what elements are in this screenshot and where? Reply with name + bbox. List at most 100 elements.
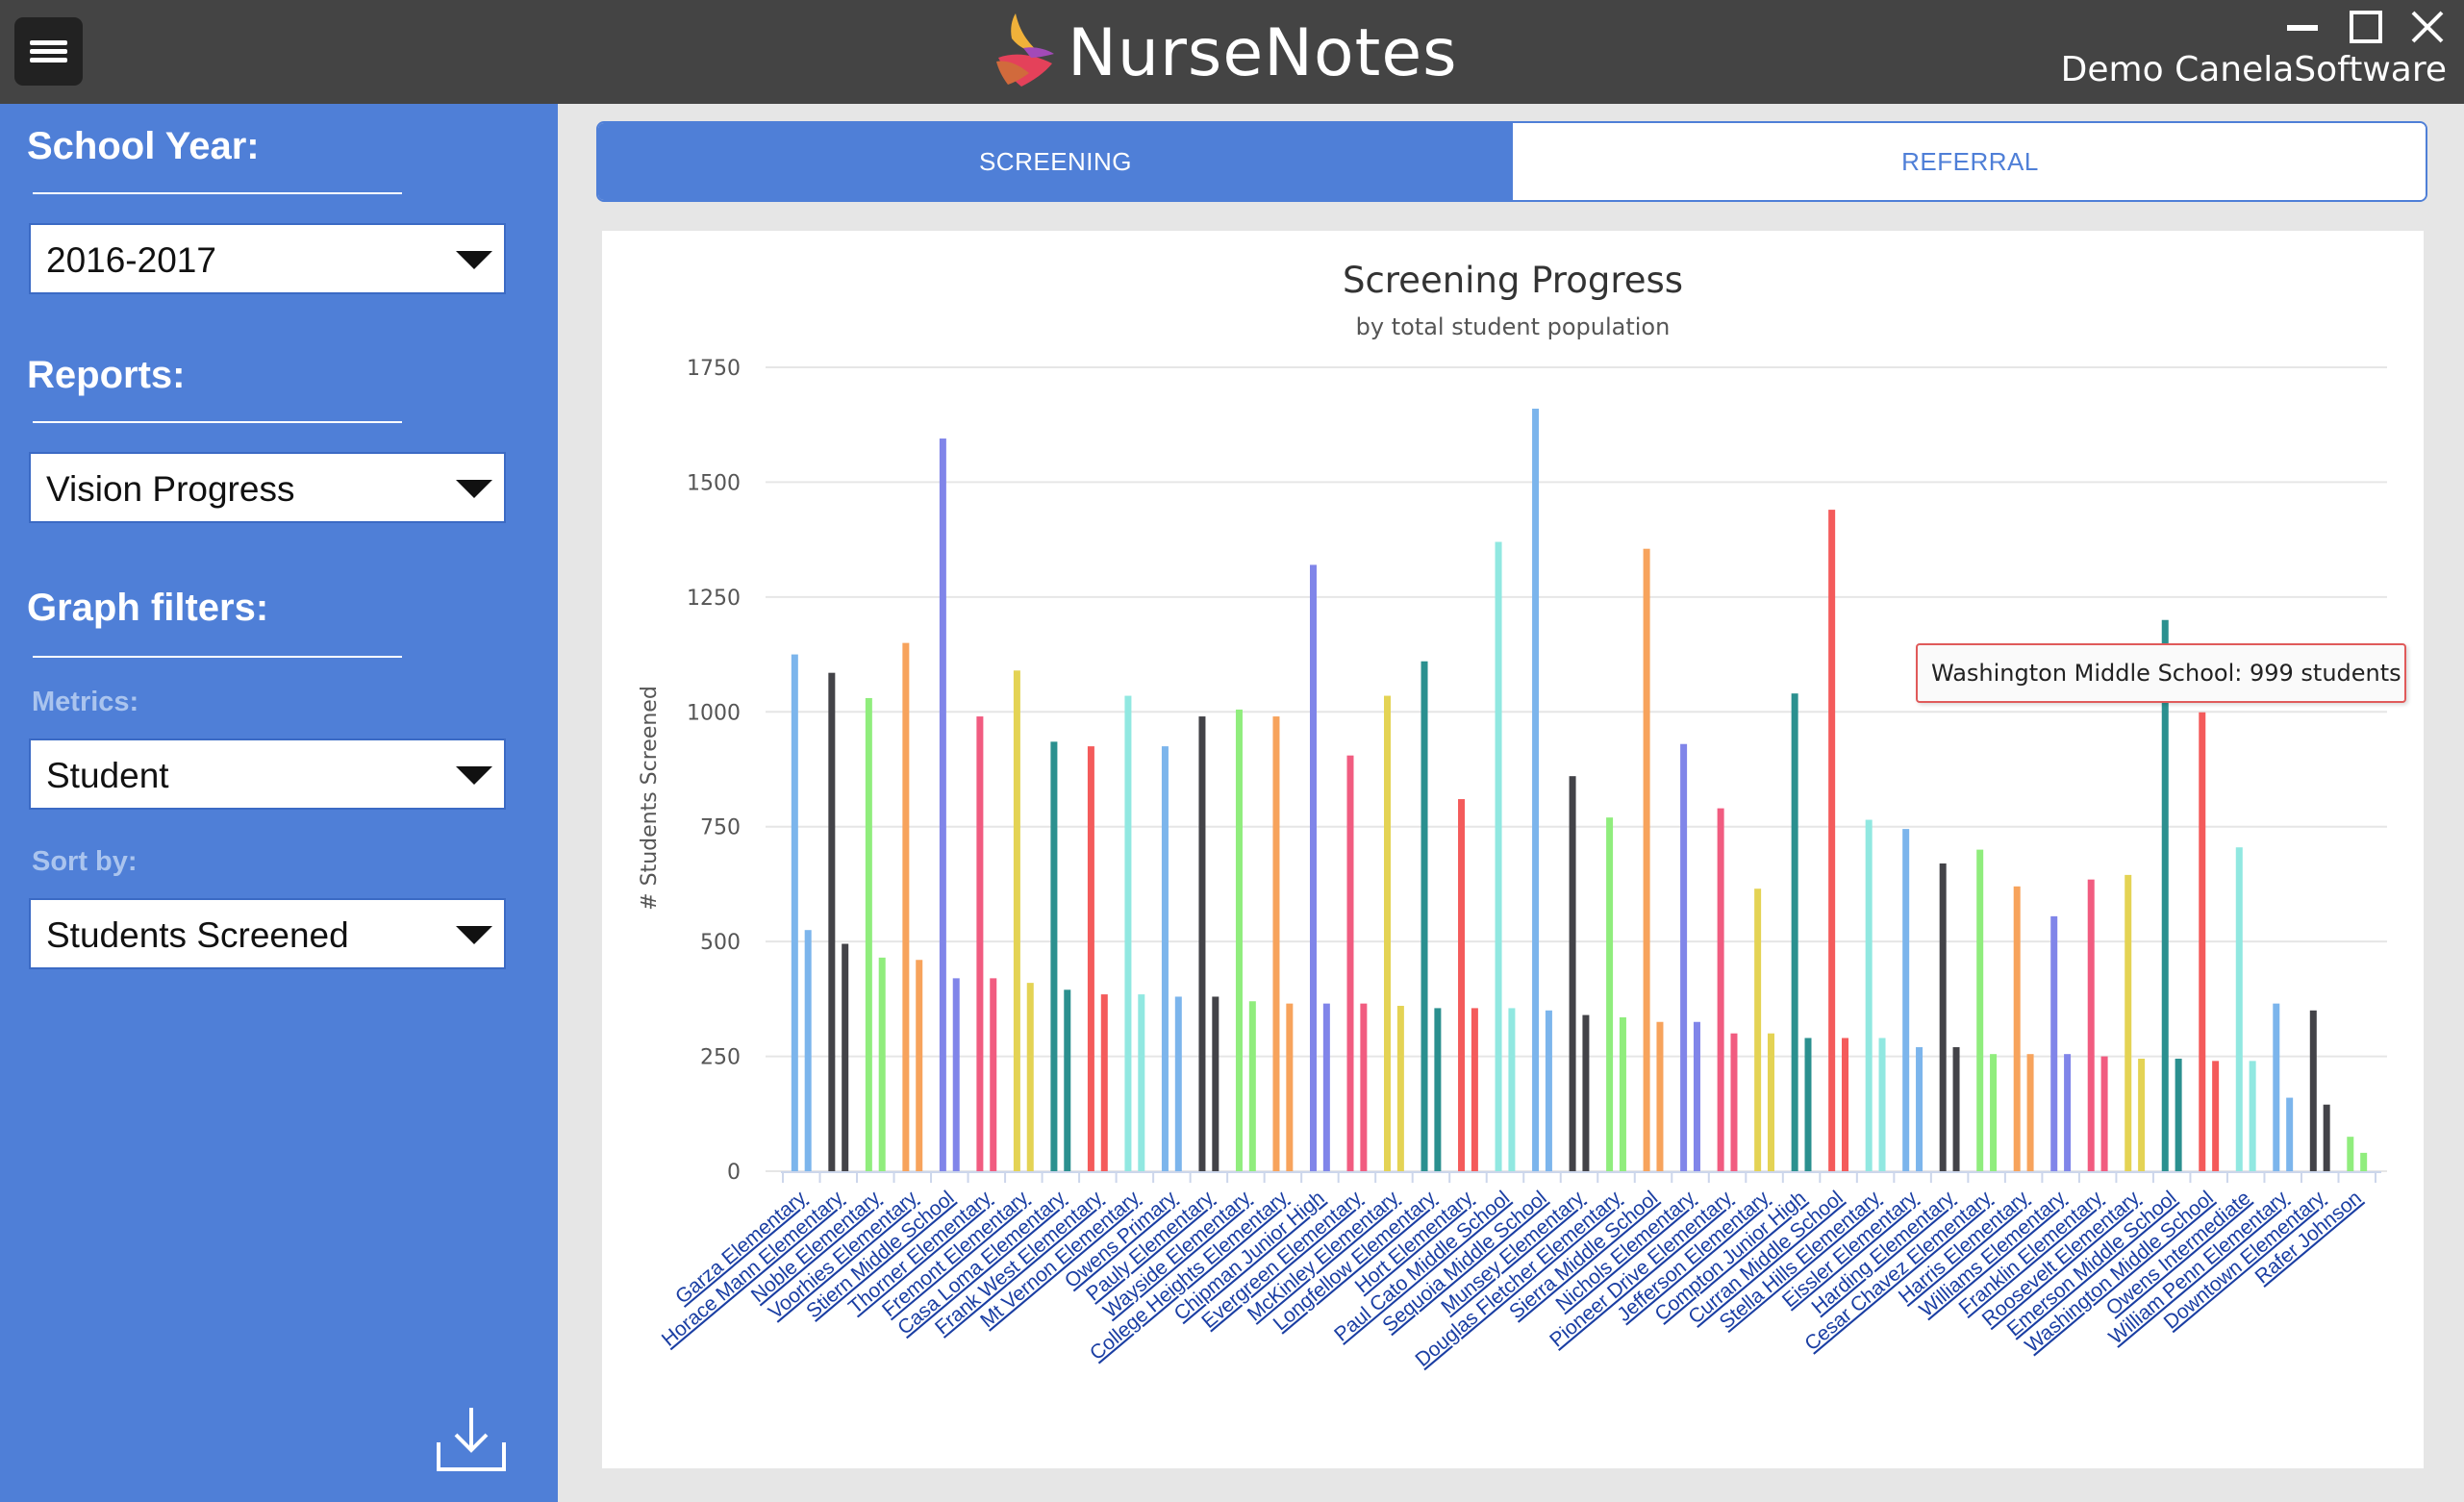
bar [902,642,910,1171]
bar [1138,994,1145,1171]
divider [33,192,402,194]
bar [1582,1014,1590,1171]
bar [1272,716,1280,1171]
bar [1212,996,1219,1171]
app-title: NurseNotes [1068,15,1458,91]
bar [1656,1021,1664,1171]
bar [842,943,849,1171]
bar [1693,1021,1700,1171]
school-year-heading: School Year: [27,125,260,167]
sort-by-label: Sort by: [32,846,138,877]
bar [1939,863,1947,1171]
minimize-icon[interactable] [2285,10,2320,44]
hamburger-menu-button[interactable] [14,17,83,86]
school-year-value: 2016-2017 [46,240,216,280]
maximize-icon[interactable] [2349,10,2385,44]
metrics-label: Metrics: [32,687,139,717]
bar [1309,564,1317,1171]
bar [1990,1054,1998,1171]
bar [976,716,984,1171]
bar [1434,1008,1442,1171]
bar [916,960,923,1171]
bar [1064,989,1071,1171]
bar [2013,886,2021,1171]
chevron-down-icon [456,251,492,269]
menu-line-icon [30,40,67,45]
tab-referral[interactable]: REFERRAL [1513,123,2426,200]
y-tick-label: 1000 [687,701,741,725]
bar [2286,1097,2294,1171]
bar [1322,1003,1330,1171]
y-tick-label: 750 [700,816,741,840]
graph-filters-heading: Graph filters: [27,587,269,629]
bar [1804,1038,1812,1171]
bar [2100,1056,2108,1171]
bar [1754,889,1762,1171]
bar [1396,1006,1404,1171]
bar [2212,1061,2220,1171]
bar [1286,1003,1294,1171]
bar [865,697,872,1171]
sidebar: School Year: 2016-2017 Reports: Vision P… [0,104,558,1502]
bar [804,930,812,1171]
metrics-value: Student [46,756,169,795]
title-bar: NurseNotes Demo CanelaSoftware [0,0,2464,104]
bar [939,438,946,1171]
bar [1842,1038,1849,1171]
tab-screening[interactable]: SCREENING [598,123,1513,200]
y-tick-label: 1250 [687,587,741,611]
bar [1865,819,1873,1171]
bar [1124,695,1132,1171]
sort-by-value: Students Screened [46,915,349,955]
bar-chart: 0 250 500 750 1000 1250 1500 1750 # Students Scr… [638,357,2387,1371]
bar [1878,1038,1886,1171]
divider [33,656,402,658]
bar [2087,879,2095,1171]
y-tick-label: 250 [700,1046,741,1070]
bar [1532,408,1540,1172]
download-icon[interactable] [435,1404,508,1473]
chart-tooltip: Washington Middle School: 999 students [1916,643,2406,703]
bar [1013,670,1020,1171]
reports-value: Vision Progress [46,469,295,509]
user-name: Demo CanelaSoftware [2060,50,2447,89]
bar [1619,1016,1626,1171]
bar [1495,541,1502,1171]
y-tick-label: 0 [727,1161,741,1185]
y-tick-label: 1500 [687,471,741,495]
menu-line-icon [30,58,67,63]
app-logo-icon [996,13,1054,87]
bar [1174,996,1182,1171]
sort-by-select[interactable]: Students Screened [29,898,506,969]
bar [2309,1010,2317,1171]
bar [1248,1001,1256,1171]
metrics-select[interactable]: Student [29,738,506,810]
bar [1569,776,1576,1171]
view-tabs: SCREENING REFERRAL [596,121,2427,202]
bar [2064,1054,2072,1171]
bar [1643,548,1650,1171]
chart-subtitle: by total student population [1355,313,1671,340]
school-year-select[interactable]: 2016-2017 [29,223,506,294]
reports-select[interactable]: Vision Progress [29,452,506,523]
bar [1828,510,1836,1171]
y-tick-label: 1750 [687,357,741,381]
chevron-down-icon [456,480,492,498]
bar [2199,712,2206,1171]
bar [952,978,960,1171]
bar [1606,817,1614,1171]
bar [2323,1104,2330,1171]
bar [2273,1003,2280,1171]
menu-line-icon [30,49,67,54]
bar [1458,799,1466,1171]
bar [1952,1047,1960,1171]
bar [1916,1047,1923,1171]
bar [828,672,836,1171]
reports-heading: Reports: [27,354,186,396]
bar [1100,994,1108,1171]
bar [1346,755,1354,1171]
chevron-down-icon [456,926,492,944]
bar [1026,983,1034,1171]
close-icon[interactable] [2410,10,2445,44]
bar [1421,661,1428,1171]
